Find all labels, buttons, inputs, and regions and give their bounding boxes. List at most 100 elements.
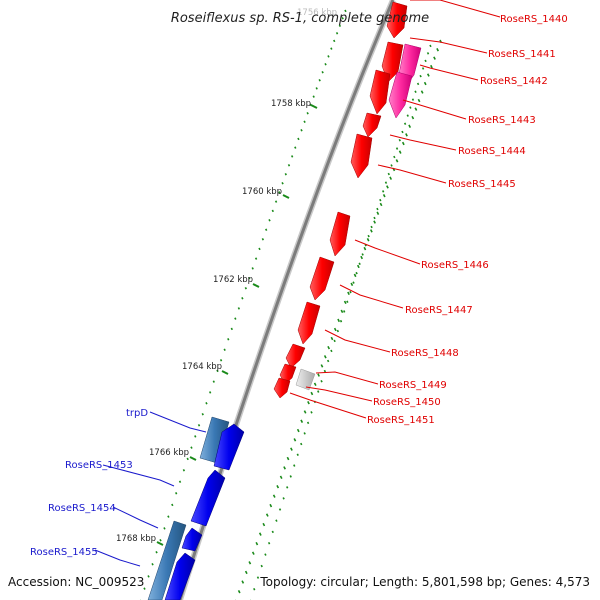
tick-mark bbox=[286, 486, 289, 489]
tick-mark bbox=[382, 193, 386, 198]
tick-mark bbox=[276, 485, 280, 489]
tick-mark bbox=[393, 155, 396, 159]
gene-label[interactable]: RoseRS_1450 bbox=[373, 397, 441, 408]
tick-mark bbox=[315, 87, 318, 90]
gene-label[interactable]: RoseRS_1446 bbox=[421, 260, 489, 271]
tick-mark bbox=[306, 112, 309, 115]
tick-mark bbox=[269, 503, 273, 508]
gene-feature[interactable] bbox=[285, 343, 306, 369]
gene-feature[interactable] bbox=[295, 368, 316, 391]
tick-mark bbox=[268, 219, 271, 222]
tick-mark bbox=[283, 466, 286, 470]
tick-mark bbox=[303, 410, 307, 414]
tick-mark bbox=[143, 587, 146, 590]
gene-feature[interactable] bbox=[309, 256, 335, 301]
tick-mark bbox=[323, 369, 327, 373]
gene-feature[interactable] bbox=[369, 69, 391, 115]
gene-label[interactable]: RoseRS_1442 bbox=[480, 76, 548, 87]
gene-label[interactable]: RoseRS_1455 bbox=[30, 547, 98, 558]
tick-mark bbox=[264, 553, 267, 556]
tick-mark bbox=[223, 348, 226, 351]
tick-mark bbox=[430, 64, 433, 69]
scale-tick bbox=[310, 104, 318, 109]
tick-mark bbox=[426, 73, 430, 77]
tick-mark bbox=[190, 446, 193, 449]
tick-mark bbox=[352, 281, 355, 284]
tick-mark bbox=[398, 150, 402, 154]
gene-label[interactable]: RoseRS_1448 bbox=[391, 348, 459, 359]
tick-mark bbox=[370, 225, 373, 229]
gene-label[interactable]: RoseRS_1449 bbox=[379, 380, 447, 391]
tick-mark bbox=[341, 17, 344, 20]
tick-mark bbox=[258, 532, 262, 536]
tick-mark bbox=[337, 318, 341, 323]
gene-label[interactable]: RoseRS_1440 bbox=[500, 14, 568, 25]
gene-feature[interactable] bbox=[164, 552, 196, 600]
accession-text: Accession: NC_009523 bbox=[8, 575, 144, 589]
tick-mark bbox=[405, 133, 408, 137]
gene-feature[interactable] bbox=[181, 527, 203, 552]
gene-feature[interactable] bbox=[362, 112, 382, 138]
tick-mark bbox=[300, 442, 303, 446]
tick-mark bbox=[401, 130, 404, 134]
gene-label[interactable]: RoseRS_1447 bbox=[405, 305, 473, 316]
gene-label[interactable]: RoseRS_1441 bbox=[488, 49, 556, 60]
tick-mark bbox=[330, 349, 333, 353]
tick-mark bbox=[373, 216, 376, 220]
gene-label[interactable]: RoseRS_1453 bbox=[65, 460, 133, 471]
gene-feature[interactable] bbox=[386, 1, 408, 39]
tick-mark bbox=[420, 90, 424, 94]
gene-feature[interactable] bbox=[190, 469, 226, 527]
tick-mark bbox=[333, 339, 336, 343]
tick-mark bbox=[167, 515, 170, 518]
gene-feature[interactable] bbox=[297, 301, 321, 345]
gene-feature[interactable] bbox=[350, 133, 373, 179]
tick-mark bbox=[408, 124, 412, 128]
tick-mark bbox=[244, 286, 247, 290]
gene-label[interactable]: RoseRS_1454 bbox=[48, 503, 116, 514]
gene-label[interactable]: RoseRS_1451 bbox=[367, 415, 435, 426]
tick-mark bbox=[414, 90, 417, 93]
tick-mark bbox=[403, 122, 407, 126]
tick-mark bbox=[159, 539, 162, 542]
tick-mark bbox=[261, 238, 265, 241]
tick-mark bbox=[436, 48, 439, 52]
tick-mark bbox=[395, 147, 399, 150]
scale-tick bbox=[282, 194, 290, 199]
gene-feature[interactable] bbox=[388, 71, 413, 119]
tick-mark bbox=[390, 164, 393, 167]
tick-mark bbox=[175, 492, 178, 495]
tick-mark bbox=[300, 129, 303, 132]
tick-mark bbox=[248, 561, 252, 565]
tick-mark bbox=[336, 329, 340, 333]
tick-mark bbox=[313, 382, 317, 386]
tick-mark bbox=[219, 359, 223, 362]
scale-label: 1764 kbp bbox=[182, 362, 222, 372]
gene-feature[interactable] bbox=[329, 211, 351, 257]
tick-mark bbox=[401, 141, 405, 146]
tick-mark bbox=[182, 469, 186, 472]
tick-mark bbox=[324, 63, 327, 66]
tick-mark bbox=[155, 550, 158, 554]
tick-mark bbox=[186, 457, 189, 461]
tick-mark bbox=[296, 453, 299, 457]
reverse-strand-genes bbox=[147, 416, 245, 600]
gene-label[interactable]: RoseRS_1444 bbox=[458, 146, 526, 157]
tick-mark bbox=[326, 359, 330, 363]
gene-feature[interactable] bbox=[147, 520, 187, 600]
tick-mark bbox=[379, 198, 382, 202]
tick-mark bbox=[216, 369, 219, 373]
tick-mark bbox=[289, 475, 292, 478]
gene-feature[interactable] bbox=[213, 423, 245, 471]
gene-label[interactable]: trpD bbox=[126, 408, 148, 419]
gene-feature[interactable] bbox=[273, 377, 291, 399]
tick-mark bbox=[423, 81, 427, 86]
tick-mark bbox=[297, 137, 300, 141]
tick-mark bbox=[287, 164, 291, 167]
gene-label[interactable]: RoseRS_1443 bbox=[468, 115, 536, 126]
tick-mark bbox=[395, 159, 399, 163]
tick-mark bbox=[318, 79, 321, 82]
gene-label[interactable]: RoseRS_1445 bbox=[448, 179, 516, 190]
tick-mark bbox=[384, 181, 388, 184]
